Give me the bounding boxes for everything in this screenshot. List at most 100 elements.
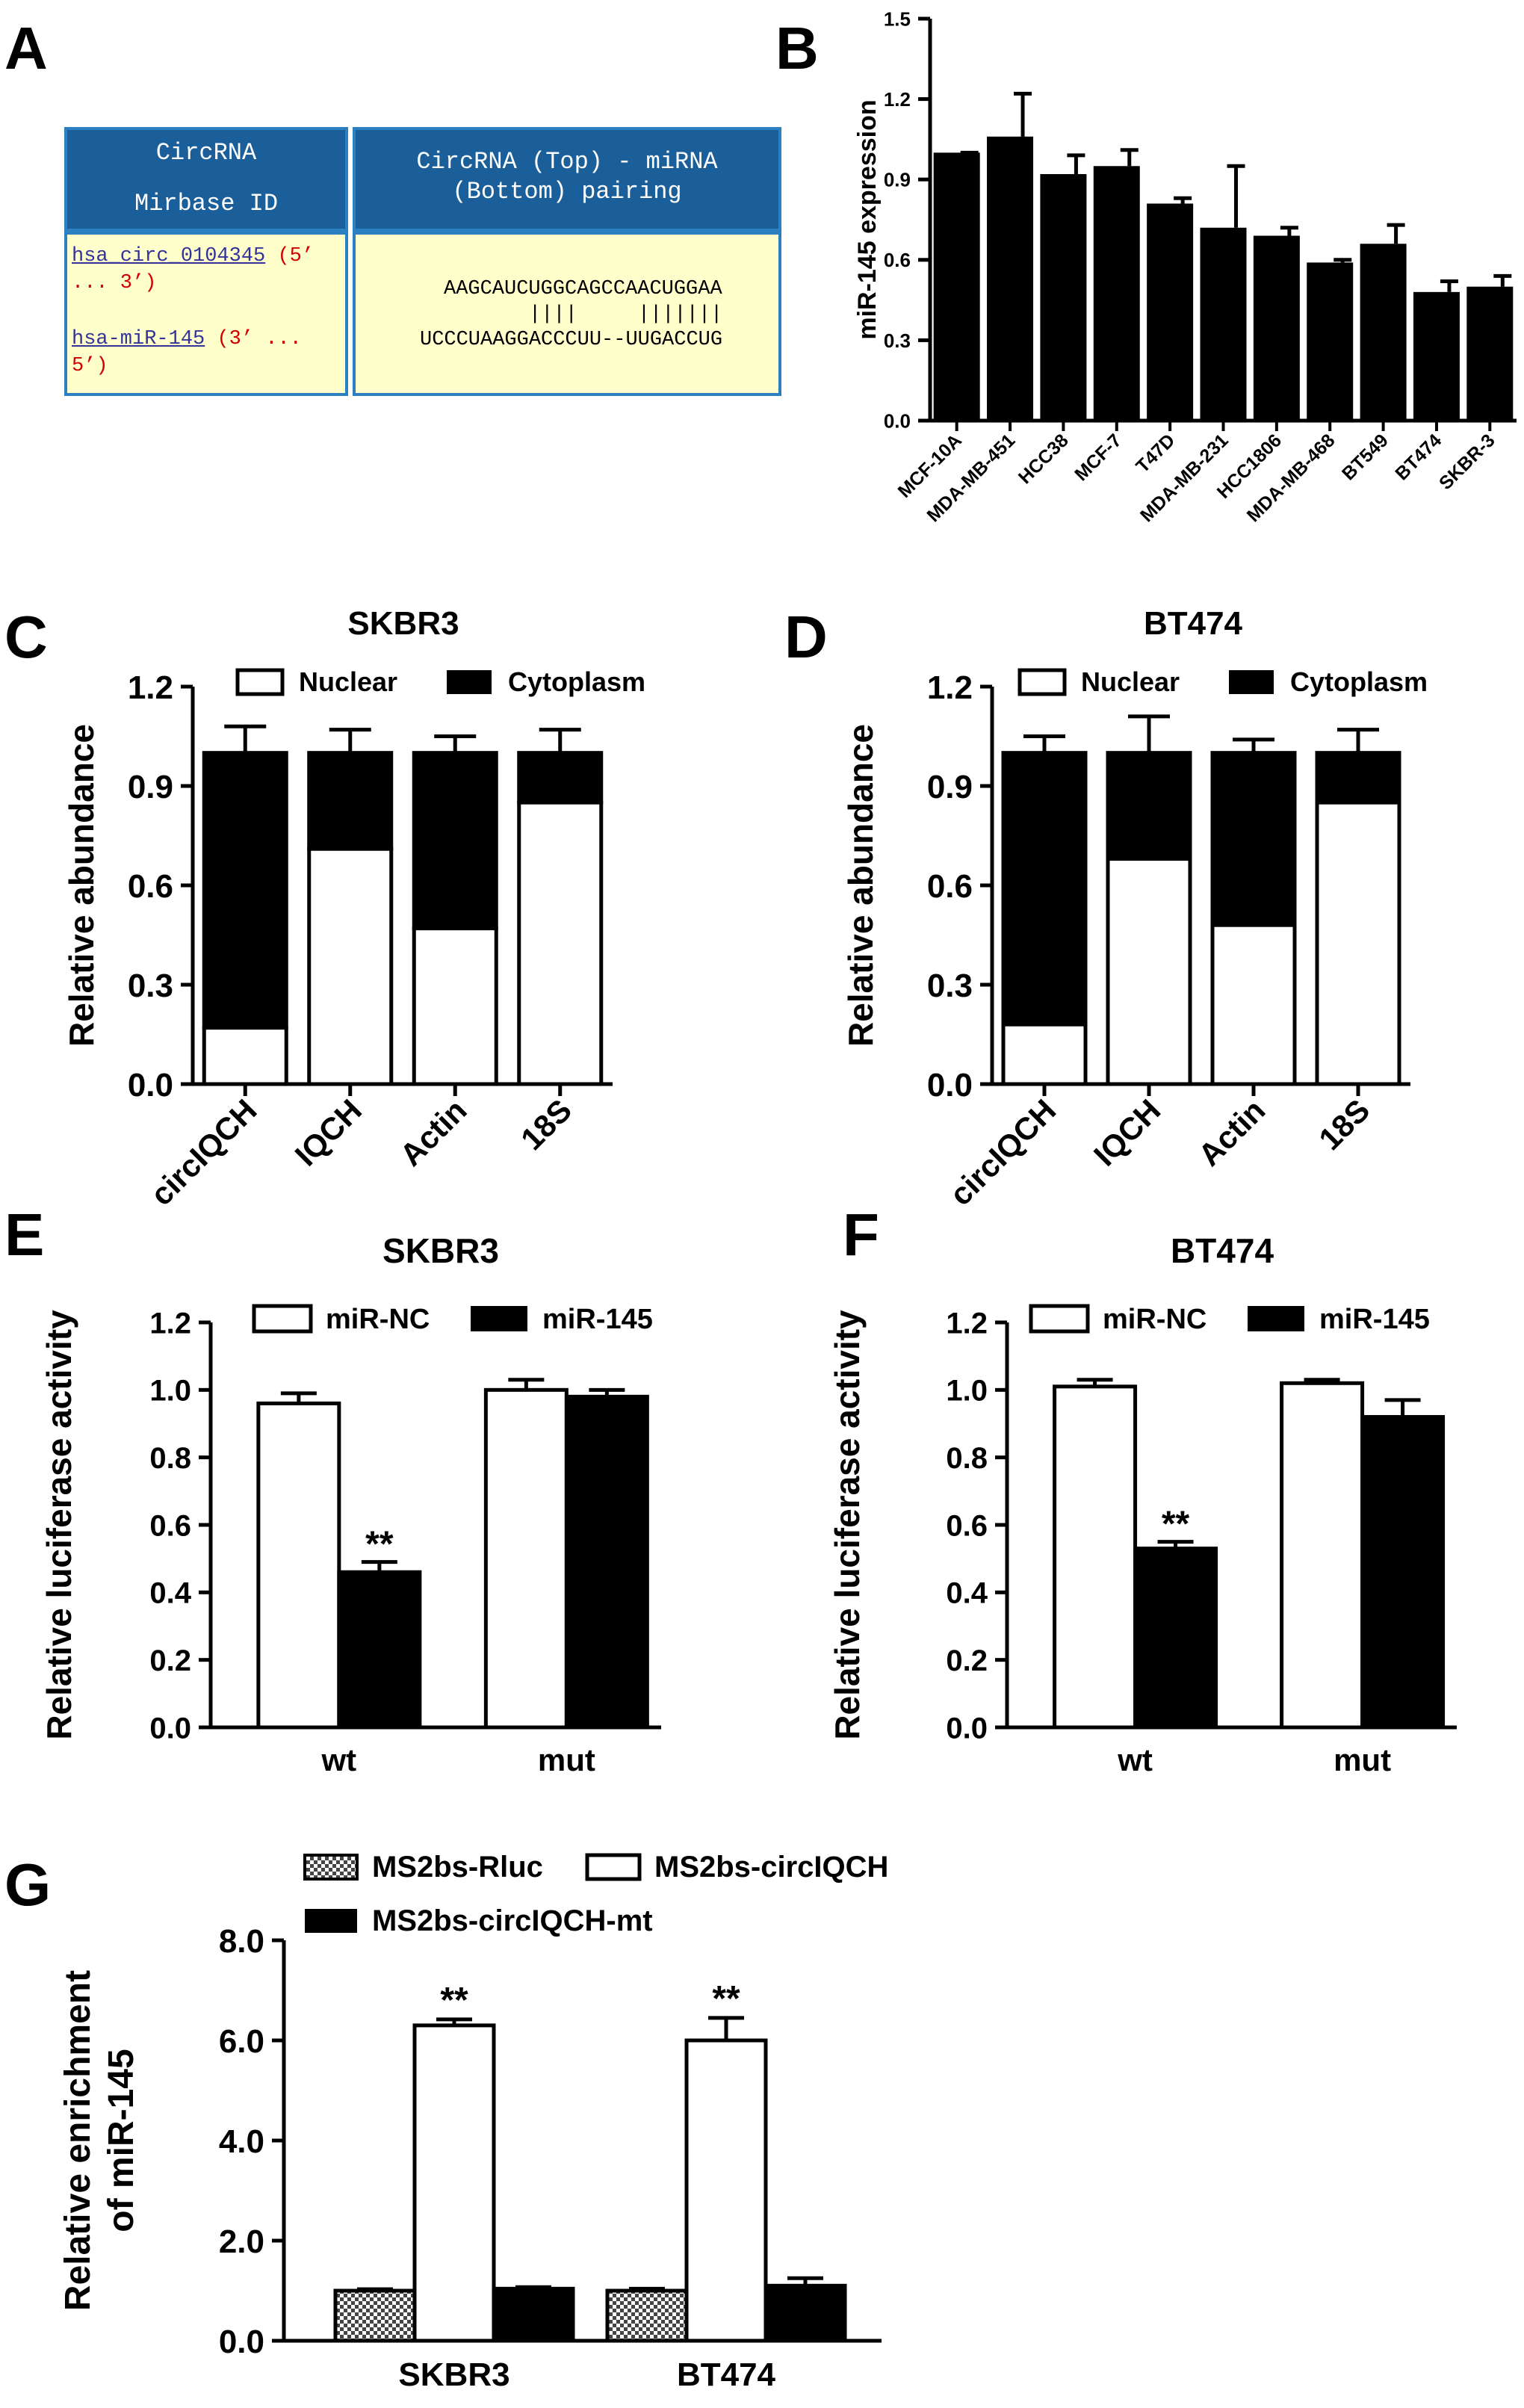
y-tick-label: 0.2: [149, 1644, 191, 1677]
bar-nuclear: [1001, 1022, 1088, 1086]
y-tick-label: 0.8: [946, 1442, 988, 1475]
significance-marker: **: [712, 1979, 740, 2019]
significance-marker: **: [365, 1525, 394, 1564]
y-tick-label: 1.2: [927, 669, 973, 706]
bar-cytoplasm: [1106, 751, 1192, 861]
chart-title: BT474: [1171, 1231, 1274, 1270]
bar: [1307, 262, 1354, 421]
bar-ms2bs-circiqch: [684, 2038, 768, 2343]
y-tick-label: 1.2: [149, 1307, 191, 1340]
x-tick-label: circIQCH: [143, 1092, 263, 1212]
bar: [1040, 174, 1087, 421]
panel-letter-c: C: [4, 604, 48, 670]
panel-letter-b: B: [775, 15, 819, 81]
legend-swatch-mir-nc: [1029, 1304, 1090, 1334]
x-tick-label: BT549: [1338, 430, 1393, 484]
mir-sequence: UCCCUAAGGACCCUU--UUGACCUG: [420, 329, 723, 351]
y-axis-label: Relative luciferase activity: [828, 1310, 867, 1740]
x-tick-label: 18S: [1312, 1092, 1376, 1157]
circ-row: hsa_circ_0104345 (5’: [72, 245, 314, 267]
bar-ms2bs-rluc: [333, 2288, 417, 2343]
panel-letter-g: G: [4, 1851, 51, 1918]
y-tick-label: 0.3: [128, 968, 173, 1004]
bar: [987, 136, 1034, 421]
bar: [1466, 286, 1514, 421]
y-axis-label-line2: of miR-145: [102, 2049, 141, 2232]
y-tick-label: 4.0: [219, 2123, 264, 2160]
circ-link[interactable]: hsa_circ_0104345: [72, 245, 266, 267]
bar-mir-145: [1133, 1547, 1218, 1730]
y-axis-label: Relative abundance: [62, 724, 101, 1047]
y-tick-label: 1.2: [884, 88, 911, 111]
y-axis-label-line1: Relative enrichment: [58, 1970, 98, 2311]
blast-cell-ids: hsa_circ_0104345 (5’ ... 3’) hsa-miR-145…: [64, 232, 348, 396]
legend-swatch-ms2bs-circiqch-mt: [305, 1909, 357, 1933]
legend-swatch-mir-nc: [252, 1304, 313, 1334]
y-tick-label: 1.5: [884, 7, 911, 30]
panel-letter-e: E: [4, 1201, 44, 1268]
legend-swatch-cytoplasm: [447, 670, 492, 694]
chart-c: 0.0 0.3 0.6 0.9 1.2 circIQCH IQCH Actin 18S SKBR3…: [62, 605, 645, 1212]
blast-table: CircRNA Mirbase ID CircRNA (Top) - miRNA…: [64, 127, 781, 403]
bar-mir-nc: [256, 1401, 341, 1730]
significance-marker: **: [440, 1981, 468, 2020]
bar: [1360, 244, 1407, 421]
y-tick-label: 0.6: [128, 868, 173, 905]
circ-dir-a: (5’: [277, 245, 315, 267]
y-tick-label: 0.6: [149, 1509, 191, 1542]
y-axis-label: Relative luciferase activity: [40, 1310, 78, 1740]
y-tick-label: 0.6: [884, 249, 911, 271]
bar-cytoplasm: [202, 751, 288, 1030]
bar-mir-145: [337, 1570, 422, 1730]
blast-header-right-line2: (Bottom) pairing: [452, 178, 682, 205]
x-tick-label: mut: [1334, 1742, 1391, 1777]
x-tick-label: SKBR3: [398, 2356, 509, 2393]
y-tick-label: 0.9: [927, 769, 973, 805]
y-tick-label: 0.0: [219, 2324, 264, 2360]
panel-letter-a: A: [4, 15, 48, 81]
chart-e: 0.0 0.2 0.4 0.6 0.8 1.0 1.2 wt mut ** SKBR3 Relativ…: [40, 1231, 661, 1777]
bar-cytoplasm: [307, 751, 394, 851]
bar-mir-nc: [483, 1387, 569, 1730]
x-tick-label: SKBR-3: [1435, 430, 1499, 494]
mir-link[interactable]: hsa-miR-145: [72, 328, 205, 350]
y-tick-label: 1.2: [946, 1307, 988, 1340]
blast-header-right-line1: CircRNA (Top) - miRNA: [416, 148, 718, 176]
chart-title: SKBR3: [347, 605, 459, 642]
legend-label-ms2bs-circiqch: MS2bs-circIQCH: [654, 1851, 888, 1884]
circ-sequence: AAGCAUCUGGCAGCCAACUGGAA: [444, 278, 722, 300]
legend-label-mir-nc: miR-NC: [326, 1304, 430, 1335]
y-tick-label: 0.3: [927, 968, 973, 1004]
y-axis-label: Relative abundance: [841, 724, 880, 1047]
bar-cytoplasm: [1315, 751, 1401, 805]
y-tick-label: 0.0: [927, 1067, 973, 1104]
blast-header-left: CircRNA Mirbase ID: [64, 127, 348, 232]
blast-header-left-line2: Mirbase ID: [134, 190, 279, 217]
y-tick-label: 0.2: [946, 1644, 988, 1677]
x-tick-label: T47D: [1132, 430, 1179, 477]
x-tick-label: BT474: [677, 2356, 776, 2393]
x-tick-label: MCF-7: [1071, 430, 1126, 485]
bar-cytoplasm: [517, 751, 604, 805]
legend-swatch-cytoplasm: [1229, 670, 1274, 694]
bar-cytoplasm: [1210, 751, 1297, 927]
bar-mir-nc: [1053, 1384, 1138, 1730]
y-tick-label: 0.4: [149, 1577, 191, 1610]
chart-title: BT474: [1144, 605, 1243, 642]
x-tick-label: IQCH: [288, 1092, 368, 1172]
y-tick-label: 0.6: [946, 1509, 988, 1542]
legend-swatch-nuclear: [1017, 668, 1067, 696]
bar-nuclear: [307, 846, 394, 1086]
blast-header-right: CircRNA (Top) - miRNA (Bottom) pairing: [353, 127, 781, 232]
mir-dir-a: (3’ ...: [217, 328, 302, 350]
y-tick-label: 6.0: [219, 2023, 264, 2060]
x-tick-label: 18S: [514, 1092, 578, 1157]
bar: [933, 152, 980, 421]
pairing-bars: |||| |||||||: [529, 303, 723, 326]
x-tick-label: mut: [538, 1742, 595, 1777]
legend-label-cytoplasm: Cytoplasm: [508, 666, 645, 697]
y-tick-label: 8.0: [219, 1923, 264, 1960]
legend-label-cytoplasm: Cytoplasm: [1290, 666, 1428, 697]
bar-nuclear: [1106, 857, 1192, 1086]
y-tick-label: 0.9: [884, 169, 911, 191]
